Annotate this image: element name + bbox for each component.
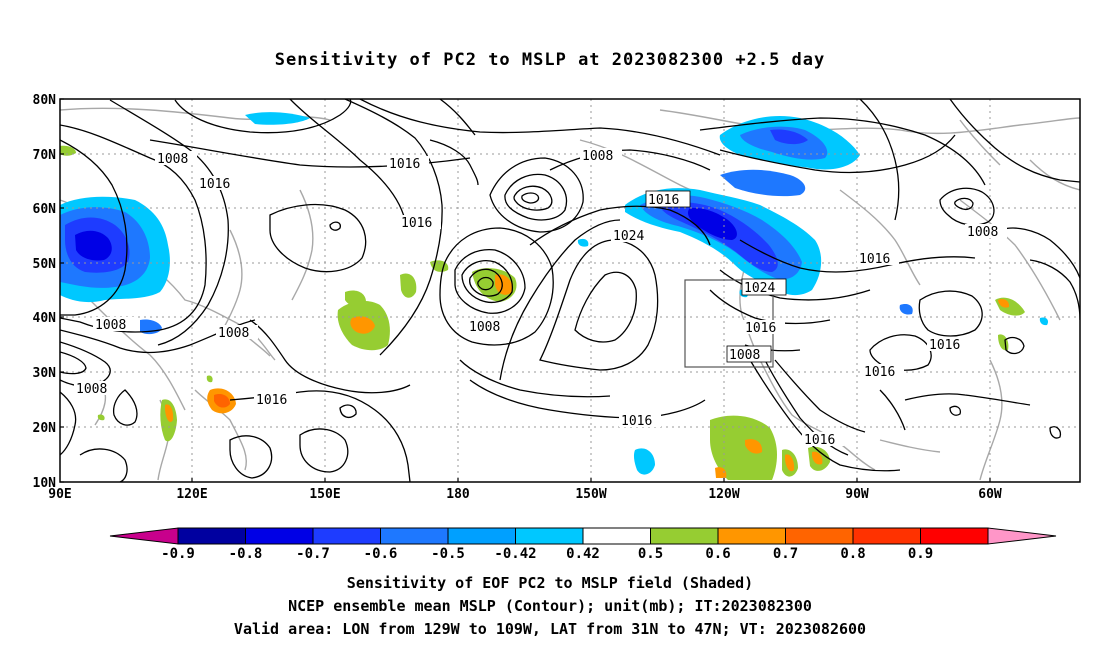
lat-label: 40N — [33, 311, 57, 326]
colorbar-segment — [650, 527, 719, 545]
colorbar-label: -0.6 — [364, 546, 398, 562]
colorbar-label: -0.8 — [229, 546, 263, 562]
lon-label: 120E — [176, 487, 207, 502]
contour-label: 1016 — [859, 252, 890, 267]
contour-label: 1008 — [582, 149, 613, 164]
contour-label: 1008 — [95, 318, 126, 333]
contour-label: 1008 — [729, 348, 760, 363]
map-title: Sensitivity of PC2 to MSLP at 2023082300… — [274, 50, 826, 70]
colorbar-label: 0.8 — [840, 546, 865, 562]
lat-label: 50N — [33, 257, 57, 272]
contour-label: 1016 — [745, 321, 776, 336]
lon-label: 120W — [708, 487, 739, 502]
colorbar-segment — [515, 527, 584, 545]
colorbar-label: -0.42 — [494, 546, 536, 562]
lat-label: 70N — [33, 148, 57, 163]
latitude-labels: 80N 70N 60N 50N 40N 30N 20N 10N — [33, 93, 57, 491]
map-frame — [59, 98, 1081, 483]
lat-label: 80N — [33, 93, 57, 108]
contour-label: 1016 — [929, 338, 960, 353]
lon-label: 90E — [48, 487, 71, 502]
lon-label: 60W — [978, 487, 1002, 502]
colorbar-arrow-high — [987, 527, 1057, 545]
longitude-labels: 90E 120E 150E 180 150W 120W 90W 60W — [48, 487, 1002, 502]
colorbar-label: 0.7 — [773, 546, 798, 562]
contour-label: 1008 — [967, 225, 998, 240]
colorbar-segment — [785, 527, 854, 545]
contour-label: 1008 — [76, 382, 107, 397]
colorbar-segment — [177, 527, 246, 545]
contour-label: 1016 — [256, 393, 287, 408]
colorbar-segment — [245, 527, 314, 545]
colorbar-label: -0.5 — [431, 546, 465, 562]
colorbar-label: -0.7 — [296, 546, 330, 562]
contour-label: 1024 — [744, 281, 775, 296]
lat-label: 20N — [33, 421, 57, 436]
colorbar-segment — [582, 527, 651, 545]
caption-line-1: Sensitivity of EOF PC2 to MSLP field (Sh… — [346, 574, 754, 592]
contour-label: 1008 — [157, 152, 188, 167]
colorbar-label: 0.9 — [908, 546, 933, 562]
colorbar-segment — [717, 527, 786, 545]
lon-label: 150W — [575, 487, 606, 502]
contour-label: 1016 — [648, 193, 679, 208]
colorbar-segment — [447, 527, 516, 545]
color-bar: -0.9 -0.8 -0.7 -0.6 -0.5 -0.42 0.42 0.5 0.6 0.7 0.… — [109, 527, 1057, 562]
contour-label: 1016 — [621, 414, 652, 429]
contour-labels: 1008 1016 1016 1008 1016 1016 1024 1008 … — [74, 148, 1007, 448]
lat-label: 10N — [33, 476, 57, 491]
colorbar-arrow-low — [109, 527, 179, 545]
colorbar-label: -0.9 — [161, 546, 195, 562]
contour-label: 1024 — [613, 229, 644, 244]
colorbar-segment — [920, 527, 989, 545]
lon-label: 150E — [309, 487, 340, 502]
contour-label: 1016 — [199, 177, 230, 192]
contour-label: 1016 — [864, 365, 895, 380]
lon-label: 180 — [446, 487, 470, 502]
contour-label: 1008 — [218, 326, 249, 341]
caption-line-2: NCEP ensemble mean MSLP (Contour); unit(… — [288, 597, 812, 615]
lat-label: 30N — [33, 366, 57, 381]
lon-label: 90W — [845, 487, 869, 502]
contour-label: 1016 — [401, 216, 432, 231]
contour-label: 1008 — [469, 320, 500, 335]
mslp-contours — [60, 99, 1080, 482]
colorbar-label: 0.5 — [638, 546, 663, 562]
colorbar-label: 0.42 — [566, 546, 600, 562]
caption-line-3: Valid area: LON from 129W to 109W, LAT f… — [233, 620, 867, 638]
lat-label: 60N — [33, 202, 57, 217]
shaded-regions — [60, 112, 1049, 480]
colorbar-label: 0.6 — [705, 546, 730, 562]
contour-label: 1016 — [804, 433, 835, 448]
colorbar-segment — [380, 527, 449, 545]
colorbar-segment — [312, 527, 381, 545]
contour-label: 1016 — [389, 157, 420, 172]
axis-ticks — [60, 98, 991, 483]
colorbar-segment — [852, 527, 921, 545]
